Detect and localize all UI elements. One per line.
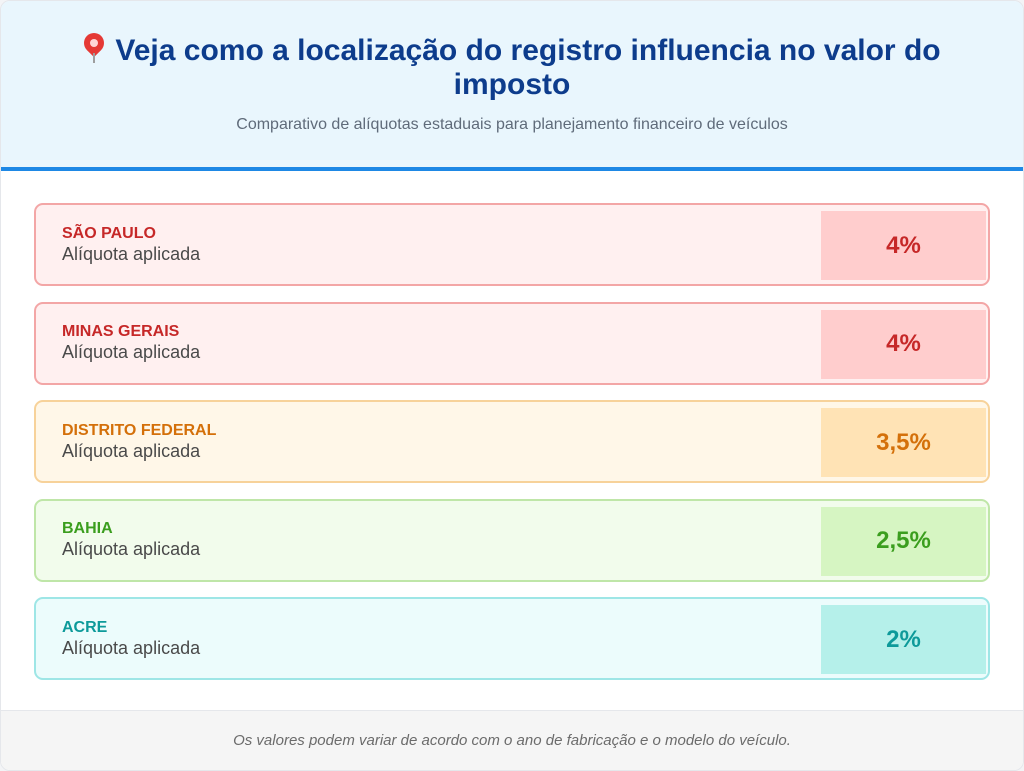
- state-name: MINAS GERAIS: [62, 323, 180, 340]
- page-subtitle: Comparativo de alíquotas estaduais para …: [236, 116, 788, 133]
- state-name: DISTRITO FEDERAL: [62, 421, 217, 439]
- page-title-text: Veja como a localização do registro infl…: [115, 34, 941, 101]
- state-row-sao-paulo: SÃO PAULO Alíquota aplicada 4%: [34, 203, 990, 286]
- state-row-acre: ACRE Alíquota aplicada 2%: [34, 597, 990, 680]
- state-row-bahia: BAHIA Alíquota aplicada 2,5%: [34, 498, 990, 582]
- state-row-minas-gerais: MINAS GERAIS Alíquota aplicada 4%: [34, 301, 990, 385]
- rate-value: 2,5%: [821, 506, 986, 576]
- state-row-distrito-federal: DISTRITO FEDERAL Alíquota aplicada 3,5%: [34, 400, 990, 483]
- state-name: ACRE: [62, 618, 108, 636]
- rate-label: Alíquota aplicada: [62, 243, 201, 264]
- state-info: BAHIA Alíquota aplicada: [36, 520, 988, 560]
- state-info: SÃO PAULO Alíquota aplicada: [36, 225, 988, 265]
- page-title: Veja como a localização do registro infl…: [62, 28, 962, 102]
- rate-value: 3,5%: [821, 408, 986, 477]
- rate-label: Alíquota aplicada: [62, 637, 201, 658]
- state-name: BAHIA: [62, 520, 113, 537]
- header: Veja como a localização do registro infl…: [1, 1, 1023, 171]
- state-rate-list: SÃO PAULO Alíquota aplicada 4% MINAS GER…: [1, 171, 1023, 680]
- rate-label: Alíquota aplicada: [62, 539, 201, 559]
- rate-label: Alíquota aplicada: [62, 342, 201, 362]
- state-info: ACRE Alíquota aplicada: [36, 619, 988, 659]
- rate-value: 4%: [821, 211, 986, 280]
- rate-value: 2%: [821, 605, 986, 674]
- rate-label: Alíquota aplicada: [62, 440, 201, 461]
- state-info: MINAS GERAIS Alíquota aplicada: [36, 323, 988, 363]
- footer-note: Os valores podem variar de acordo com o …: [1, 710, 1023, 770]
- map-pin-icon: [80, 28, 109, 63]
- rate-value: 4%: [821, 309, 986, 379]
- state-info: DISTRITO FEDERAL Alíquota aplicada: [36, 422, 988, 462]
- state-name: SÃO PAULO: [62, 224, 156, 242]
